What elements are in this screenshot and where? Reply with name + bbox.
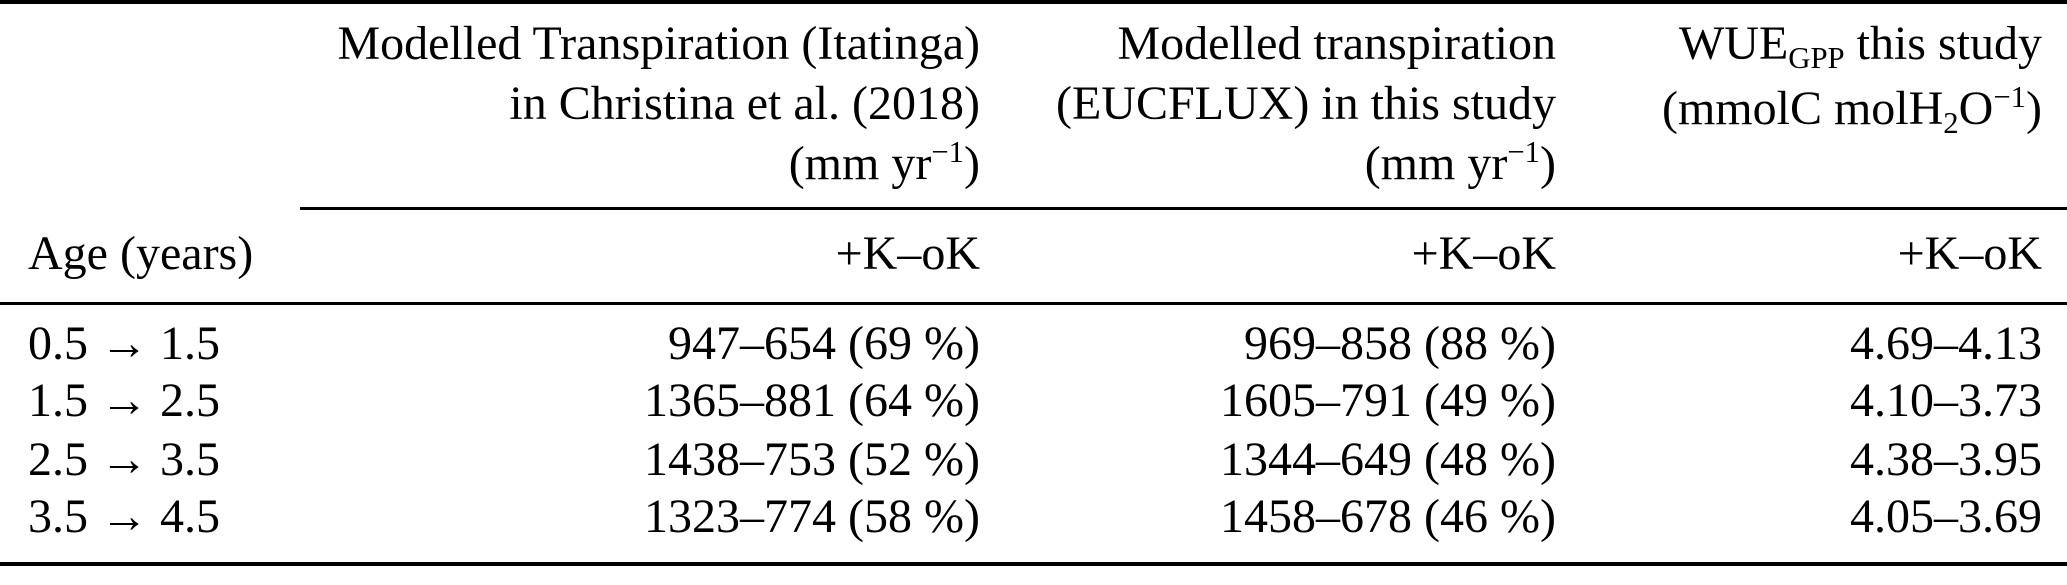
cell-eucflux: 1344–649 (48 %): [1220, 432, 1556, 486]
unit-exponent: −1: [1993, 80, 2027, 115]
header-itatinga: Modelled Transpiration (Itatinga) in Chr…: [300, 2, 980, 210]
cell-wue: 4.10–3.73: [1850, 373, 2042, 427]
cell-age: 3.5 → 4.5: [28, 489, 220, 543]
column-header-row: Modelled Transpiration (Itatinga) in Chr…: [0, 2, 2067, 210]
header-itatinga-line1: Modelled Transpiration (Itatinga): [337, 17, 980, 70]
header-wue-unit: (mmolC molH2O−1): [1661, 80, 2042, 141]
age-years-header: Age (years): [0, 208, 300, 305]
transpiration-wue-table: Modelled Transpiration (Itatinga) in Chr…: [0, 0, 2067, 566]
cell-itatinga: 1365–881 (64 %): [644, 373, 980, 427]
header-wue-gpp: WUEGPP this study (mmolC molH2O−1): [1556, 2, 2067, 210]
h2o-subscript: 2: [1943, 106, 1959, 141]
table-row: 1.5 → 2.5 1365–881 (64 %) 1605–791 (49 %…: [0, 371, 2067, 430]
header-spacer: [0, 2, 300, 208]
subheader-row: Age (years) +K–oK +K–oK +K–oK: [0, 208, 2067, 305]
cell-eucflux: 1458–678 (46 %): [1220, 489, 1556, 543]
cell-eucflux: 969–858 (88 %): [1244, 316, 1556, 370]
cell-itatinga: 1323–774 (58 %): [644, 489, 980, 543]
treatment-header-itatinga: +K–oK: [300, 208, 980, 305]
table-row: 0.5 → 1.5 947–654 (69 %) 969–858 (88 %) …: [0, 303, 2067, 371]
header-eucflux: Modelled transpiration (EUCFLUX) in this…: [980, 2, 1556, 210]
cell-age: 1.5 → 2.5: [28, 373, 220, 427]
table-row: 3.5 → 4.5 1323–774 (58 %) 1458–678 (46 %…: [0, 489, 2067, 564]
header-itatinga-line2: in Christina et al. (2018): [509, 77, 980, 130]
header-eucflux-line2: (EUCFLUX) in this study: [1055, 77, 1556, 130]
cell-itatinga: 1438–753 (52 %): [644, 432, 980, 486]
unit-exponent: −1: [931, 135, 965, 170]
unit-exponent: −1: [1507, 135, 1541, 170]
treatment-header-eucflux: +K–oK: [980, 208, 1556, 305]
treatment-header-wue: +K–oK: [1556, 208, 2067, 305]
cell-age: 0.5 → 1.5: [28, 316, 220, 370]
cell-wue: 4.38–3.95: [1850, 432, 2042, 486]
header-eucflux-line1: Modelled transpiration: [1117, 17, 1556, 70]
header-wue-line1: WUEGPP this study: [1678, 17, 2042, 76]
cell-wue: 4.05–3.69: [1850, 489, 2042, 543]
cell-wue: 4.69–4.13: [1850, 316, 2042, 370]
wue-subscript: GPP: [1788, 41, 1845, 76]
table-row: 2.5 → 3.5 1438–753 (52 %) 1344–649 (48 %…: [0, 430, 2067, 489]
cell-eucflux: 1605–791 (49 %): [1220, 373, 1556, 427]
cell-itatinga: 947–654 (69 %): [668, 316, 980, 370]
header-itatinga-unit: (mm yr−1): [788, 135, 980, 190]
header-eucflux-unit: (mm yr−1): [1364, 135, 1556, 190]
cell-age: 2.5 → 3.5: [28, 432, 220, 486]
